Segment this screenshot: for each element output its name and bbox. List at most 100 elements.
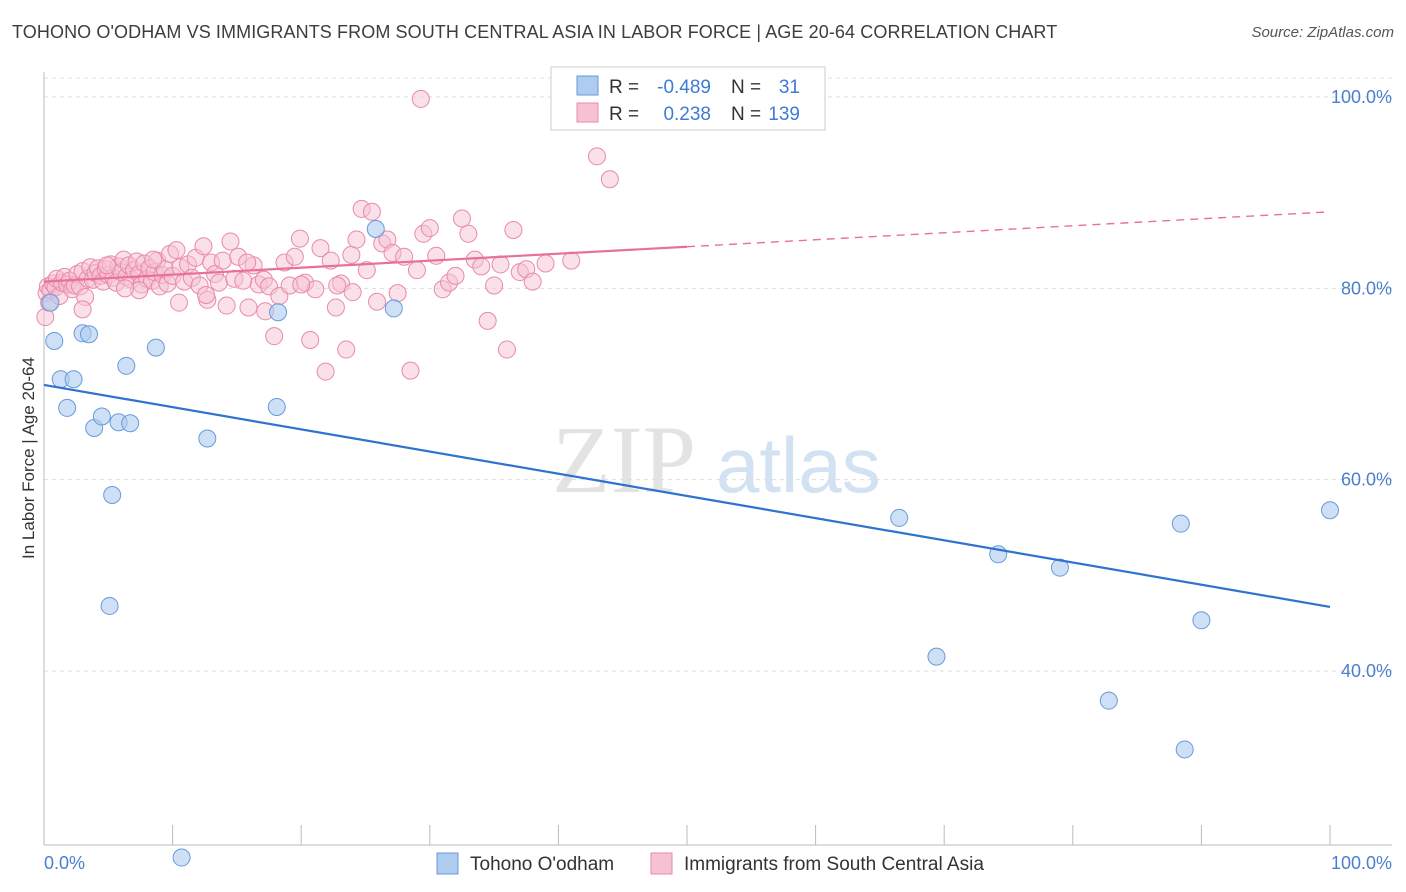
point-immigrants [311, 239, 330, 258]
point-immigrants [362, 202, 381, 221]
point-immigrants [388, 284, 407, 303]
y-tick-labels: 40.0% 60.0% 80.0% 100.0% [1331, 87, 1392, 681]
point-immigrants [144, 250, 163, 269]
point-immigrants [328, 276, 347, 295]
legend-r-value-2: 0.238 [663, 104, 711, 125]
point-immigrants [221, 232, 240, 251]
point-immigrants [536, 254, 555, 273]
point-immigrants [285, 247, 304, 266]
point-immigrants [478, 311, 497, 330]
point-tohono [384, 299, 403, 318]
point-immigrants [472, 257, 491, 276]
point-immigrants [459, 224, 478, 243]
trendline-tohono [43, 383, 1331, 608]
point-immigrants [98, 256, 117, 275]
legend-r-label-1: R = [609, 77, 639, 98]
legend-r-value-1: -0.489 [657, 77, 711, 98]
point-immigrants [504, 220, 523, 239]
point-tohono [41, 293, 60, 312]
bottom-legend-label-tohono: Tohono O'odham [470, 854, 614, 875]
point-tohono [45, 331, 64, 350]
point-immigrants [290, 229, 309, 248]
point-tohono [1192, 611, 1211, 630]
point-immigrants [497, 340, 516, 359]
trendline-immigrants-dashed [686, 211, 1331, 248]
point-tohono [267, 397, 286, 416]
point-tohono [1175, 740, 1194, 759]
point-immigrants [326, 298, 345, 317]
y-tick-label: 80.0% [1341, 278, 1392, 298]
series-immigrants-points [36, 89, 619, 381]
point-immigrants [301, 330, 320, 349]
point-immigrants [197, 286, 216, 305]
bottom-legend-swatch-pink [650, 852, 673, 875]
x-ticks [43, 825, 1331, 845]
point-immigrants [411, 89, 430, 108]
point-immigrants [562, 251, 581, 270]
point-immigrants [420, 219, 439, 238]
point-tohono [92, 407, 111, 426]
point-immigrants [600, 170, 619, 189]
watermark-atlas: atlas [716, 421, 881, 509]
y-tick-label: 40.0% [1341, 661, 1392, 681]
point-tohono [117, 356, 136, 375]
point-immigrants [587, 147, 606, 166]
point-immigrants [491, 255, 510, 274]
point-tohono [64, 370, 83, 389]
correlation-legend: R = -0.489 N = 31 R = 0.238 N = 139 [550, 66, 826, 131]
point-tohono [1321, 501, 1339, 520]
point-immigrants [194, 237, 213, 256]
point-immigrants [217, 296, 236, 315]
legend-n-label-1: N = [731, 77, 761, 98]
watermark-zip: ZIP [552, 406, 696, 513]
point-immigrants [116, 279, 135, 298]
x-tick-label-min: 0.0% [44, 853, 85, 873]
series-legend: Tohono O'odham Immigrants from South Cen… [436, 852, 984, 875]
point-immigrants [343, 283, 362, 302]
point-tohono [1099, 691, 1118, 710]
legend-swatch-blue [576, 75, 599, 96]
point-tohono [269, 303, 288, 322]
legend-r-label-2: R = [609, 104, 639, 125]
series-tohono-points [41, 88, 1339, 867]
point-immigrants [407, 261, 426, 280]
source-credit: Source: ZipAtlas.com [1251, 24, 1394, 41]
point-immigrants [357, 261, 376, 280]
point-immigrants [337, 340, 356, 359]
point-immigrants [452, 209, 471, 228]
point-immigrants [342, 245, 361, 264]
point-immigrants [234, 271, 253, 290]
bottom-legend-swatch-blue [436, 852, 459, 875]
point-tohono [121, 414, 140, 433]
point-tohono [927, 647, 946, 666]
point-tohono [1171, 514, 1190, 533]
point-tohono [80, 325, 99, 344]
point-tohono [100, 596, 119, 615]
legend-n-label-2: N = [731, 104, 761, 125]
point-immigrants [213, 251, 232, 270]
point-immigrants [238, 253, 257, 272]
trend-lines [43, 211, 1331, 608]
y-axis-label: In Labor Force | Age 20-64 [19, 357, 38, 559]
y-tick-label: 60.0% [1341, 470, 1392, 490]
point-immigrants [368, 292, 387, 311]
point-immigrants [239, 298, 258, 317]
legend-n-value-1: 31 [779, 77, 800, 98]
x-tick-label-max: 100.0% [1331, 853, 1392, 873]
point-tohono [172, 848, 191, 867]
point-immigrants [347, 230, 366, 249]
point-immigrants [316, 362, 335, 381]
point-immigrants [485, 276, 504, 295]
point-immigrants [401, 361, 420, 380]
axes [43, 72, 1392, 846]
legend-n-value-2: 139 [768, 104, 800, 125]
point-tohono [198, 429, 217, 448]
trendline-immigrants-solid [43, 245, 688, 283]
point-tohono [366, 220, 385, 239]
point-immigrants [523, 272, 542, 291]
point-tohono [890, 508, 909, 527]
watermark: ZIP atlas [552, 406, 881, 513]
point-immigrants [170, 293, 189, 312]
bottom-legend-label-immigrants: Immigrants from South Central Asia [684, 854, 984, 875]
